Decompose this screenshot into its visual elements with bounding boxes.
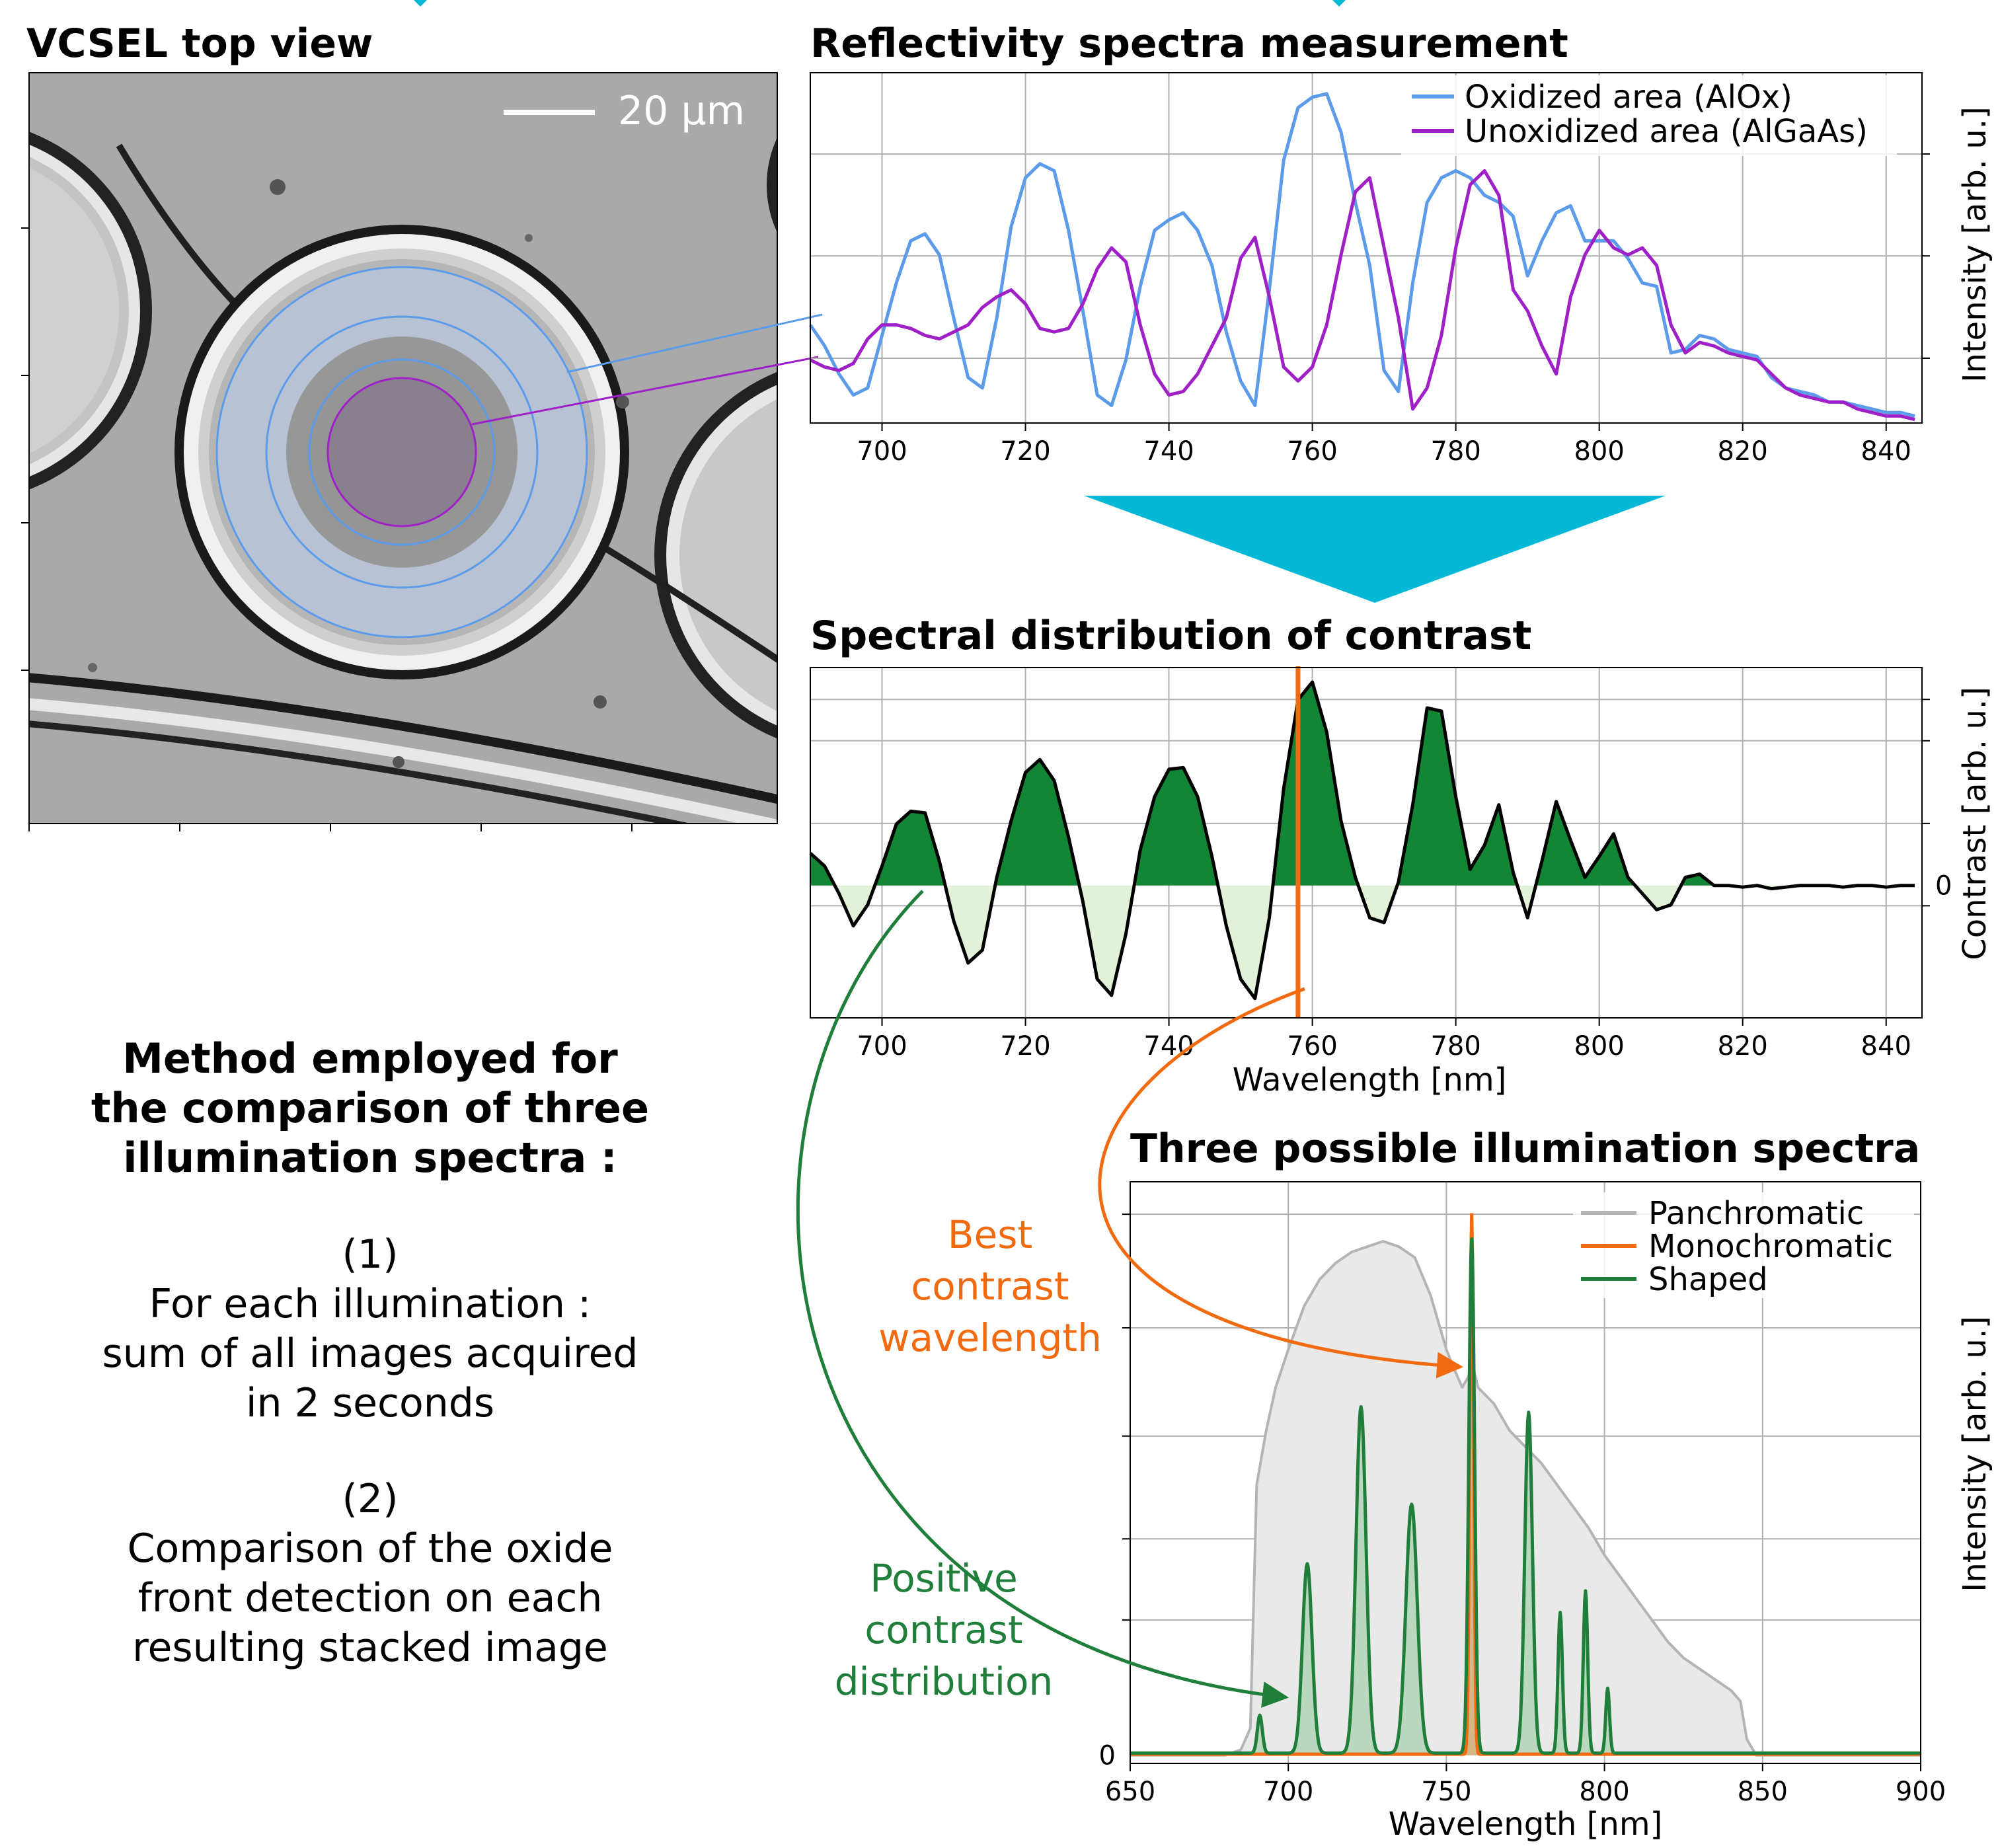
contrast-chart: 700 720 740 760 780 800 820 840 0	[809, 666, 1952, 1061]
step-1-number: (1)	[342, 1231, 399, 1278]
x-tick-label-800: 800	[1574, 436, 1624, 467]
legend-label-shaped: Shaped	[1648, 1261, 1768, 1298]
positive-contrast-line-2: contrast	[865, 1607, 1022, 1652]
x-tick-label-720: 720	[1000, 1031, 1050, 1061]
step-2-line-2: front detection on each	[138, 1575, 603, 1621]
plot-frame	[810, 72, 1923, 424]
micrograph-ticks	[21, 227, 633, 831]
shaped-line	[1129, 1237, 1922, 1755]
best-contrast-annotation: Best contrast wavelength	[878, 1212, 1102, 1360]
step-2-number: (2)	[342, 1476, 399, 1522]
contrast-xlabel: Wavelength [nm]	[1233, 1061, 1507, 1098]
illumination-ylabel: Intensity [arb. u.]	[1956, 1316, 1993, 1592]
x-tick-label-700: 700	[857, 1031, 907, 1061]
reflectivity-title: Reflectivity spectra measurement	[810, 20, 1568, 67]
unoxidized-connector-line	[471, 356, 819, 426]
positive-contrast-arrow	[796, 890, 1289, 1708]
best-contrast-line-3: wavelength	[878, 1315, 1102, 1360]
x-tick-label-760: 760	[1287, 1031, 1337, 1061]
illumination-chart: 650 700 750 800 850 900 0	[1099, 1181, 1946, 1807]
x-tick-label-900: 900	[1896, 1777, 1946, 1807]
oxidized-ring-inner	[308, 358, 496, 546]
x-tick-label-740: 740	[1143, 436, 1194, 467]
step-2-line-3: resulting stacked image	[132, 1625, 608, 1671]
oxidized-line	[808, 92, 1915, 418]
best-contrast-arrow	[1098, 987, 1463, 1379]
oxidized-connector-line	[566, 313, 823, 373]
plot-frame	[810, 667, 1923, 1019]
step-1-line-1: For each illumination :	[149, 1281, 592, 1327]
method-heading-line-3: illumination spectra :	[123, 1134, 617, 1182]
x-tick-label-820: 820	[1718, 436, 1768, 467]
x-tick-label-820: 820	[1718, 1031, 1768, 1061]
oxidized-ring-outer	[215, 266, 588, 638]
shaped-area	[1130, 1239, 1921, 1755]
top-cyan-mark-left	[414, 0, 427, 7]
step-1-line-3: in 2 seconds	[246, 1380, 494, 1426]
legend-label-monochromatic: Monochromatic	[1648, 1228, 1893, 1265]
top-cyan-mark-right	[1332, 0, 1346, 7]
x-tick-label-650: 650	[1105, 1777, 1155, 1807]
contrast-ylabel: Contrast [arb. u.]	[1956, 687, 1993, 960]
x-tick-label-780: 780	[1430, 1031, 1480, 1061]
x-tick-label-780: 780	[1430, 436, 1480, 467]
legend-label-panchromatic: Panchromatic	[1648, 1195, 1864, 1232]
best-contrast-line-2: contrast	[911, 1264, 1069, 1309]
positive-contrast-line-3: distribution	[835, 1659, 1054, 1704]
step-2-line-1: Comparison of the oxide	[128, 1525, 613, 1572]
x-tick-label-700: 700	[857, 436, 907, 467]
legend-label-oxidized: Oxidized area (AlOx)	[1465, 79, 1792, 116]
step-1-line-2: sum of all images acquired	[102, 1330, 638, 1377]
contrast-line	[809, 680, 1915, 1001]
scale-bar-label: 20 µm	[618, 88, 745, 134]
micrograph-frame	[28, 72, 778, 824]
x-tick-label-700: 700	[1263, 1777, 1313, 1807]
x-tick-label-740: 740	[1143, 1031, 1194, 1061]
oxidized-ring-middle	[265, 315, 539, 589]
positive-contrast-area	[810, 682, 1915, 886]
positive-contrast-annotation: Positive contrast distribution	[835, 1556, 1054, 1704]
method-text: Method employed for the comparison of th…	[91, 1034, 649, 1671]
down-arrow	[1084, 496, 1666, 603]
reflectivity-ylabel: Intensity [arb. u.]	[1956, 106, 1993, 382]
x-tick-label-800: 800	[1574, 1031, 1624, 1061]
x-tick-label-840: 840	[1861, 1031, 1911, 1061]
x-tick-label-750: 750	[1421, 1777, 1471, 1807]
y-tick-label-0: 0	[1935, 871, 1952, 902]
micrograph-title: VCSEL top view	[26, 20, 373, 67]
plot-frame	[1130, 1181, 1921, 1764]
method-heading-line-1: Method employed for	[122, 1034, 618, 1083]
legend-label-unoxidized: Unoxidized area (AlGaAs)	[1465, 113, 1868, 150]
best-contrast-line-1: Best	[948, 1212, 1032, 1257]
unoxidized-line	[809, 169, 1915, 422]
illumination-xlabel: Wavelength [nm]	[1389, 1806, 1663, 1843]
x-tick-label-800: 800	[1579, 1777, 1629, 1807]
reflectivity-chart: 700 720 740 760 780 800 820 840	[808, 72, 1930, 467]
x-tick-label-720: 720	[1000, 436, 1050, 467]
y-tick-label-0: 0	[1099, 1741, 1116, 1771]
contrast-title: Spectral distribution of contrast	[810, 613, 1531, 659]
reflectivity-legend-box	[1401, 75, 1897, 156]
x-tick-label-760: 760	[1287, 436, 1337, 467]
x-tick-label-850: 850	[1738, 1777, 1788, 1807]
illumination-title: Three possible illumination spectra	[1130, 1126, 1920, 1172]
unoxidized-ring	[327, 377, 477, 527]
method-heading-line-2: the comparison of three	[91, 1084, 649, 1132]
x-tick-label-840: 840	[1861, 436, 1911, 467]
